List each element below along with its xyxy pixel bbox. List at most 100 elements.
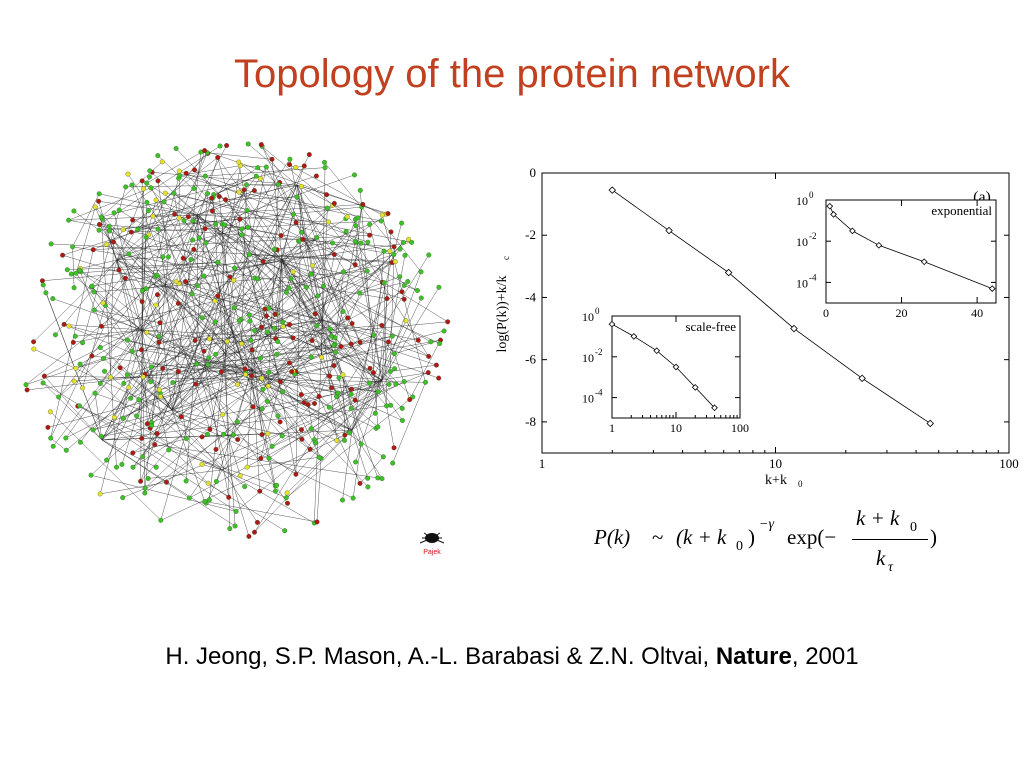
network-edge xyxy=(157,180,169,257)
network-node xyxy=(213,446,219,452)
network-node xyxy=(338,344,344,350)
network-node xyxy=(130,217,136,223)
network-node xyxy=(401,282,407,288)
formula-fraction-bar xyxy=(852,539,928,540)
network-edge xyxy=(369,224,388,299)
network-edge xyxy=(90,474,237,512)
network-node xyxy=(249,347,255,353)
network-node xyxy=(202,498,208,504)
network-edge xyxy=(171,372,269,411)
network-node xyxy=(266,455,272,461)
network-edge xyxy=(351,341,389,431)
network-node xyxy=(192,167,197,173)
network-node xyxy=(352,262,358,268)
network-node xyxy=(330,240,335,246)
formula-denominator: k xyxy=(876,546,886,570)
network-edge xyxy=(92,242,362,287)
network-edge xyxy=(141,349,253,371)
network-node xyxy=(259,406,265,412)
network-node xyxy=(239,226,245,232)
network-edge xyxy=(146,150,205,184)
data-point xyxy=(830,211,837,218)
network-node xyxy=(150,213,156,219)
network-node xyxy=(156,333,162,339)
network-edge xyxy=(141,228,206,331)
network-node xyxy=(306,152,312,158)
network-edge xyxy=(171,409,238,440)
network-node xyxy=(153,302,159,308)
network-edge xyxy=(217,157,403,421)
network-node xyxy=(322,165,328,171)
network-edge xyxy=(244,189,328,209)
network-node xyxy=(143,286,149,292)
network-node xyxy=(264,329,270,335)
network-edge xyxy=(201,464,223,471)
network-node xyxy=(340,497,345,503)
network-edge xyxy=(158,319,323,343)
pajek-label: Pajek xyxy=(423,549,441,556)
network-node xyxy=(280,324,286,330)
network-edge xyxy=(160,393,182,417)
network-node xyxy=(164,479,169,485)
network-node xyxy=(280,389,286,395)
network-node xyxy=(357,187,363,193)
network-node xyxy=(392,366,398,372)
network-edge xyxy=(82,259,118,389)
network-node xyxy=(63,435,69,441)
network-edge xyxy=(132,369,253,454)
network-edge xyxy=(359,456,384,484)
network-node xyxy=(397,274,403,280)
network-node xyxy=(252,328,258,334)
network-node xyxy=(246,252,252,258)
network-node xyxy=(155,226,161,232)
network-node xyxy=(348,391,354,397)
network-node xyxy=(275,339,281,345)
network-node xyxy=(437,341,443,347)
network-edge xyxy=(241,228,262,328)
network-node xyxy=(357,339,363,345)
network-node xyxy=(212,298,218,304)
network-edge xyxy=(93,249,275,431)
network-node xyxy=(401,379,407,384)
network-edge xyxy=(116,256,169,261)
network-node xyxy=(388,229,394,235)
network-node xyxy=(139,435,145,441)
network-node xyxy=(445,319,451,325)
network-edge xyxy=(234,242,412,269)
network-edge xyxy=(50,411,161,521)
network-edge xyxy=(42,382,285,531)
network-edge xyxy=(122,387,129,419)
network-node xyxy=(387,368,393,374)
network-node xyxy=(120,495,126,501)
network-edge xyxy=(222,223,394,255)
network-node xyxy=(216,194,222,199)
network-node xyxy=(335,390,341,396)
network-node xyxy=(358,240,364,246)
data-point xyxy=(672,363,680,371)
network-edge xyxy=(141,237,147,331)
network-edge xyxy=(296,184,316,314)
y-tick-label-exponent: -2 xyxy=(809,231,817,241)
network-node xyxy=(202,226,208,232)
network-node xyxy=(244,182,249,188)
network-node xyxy=(70,339,76,345)
network-edge xyxy=(27,356,312,391)
network-edge xyxy=(390,246,395,372)
network-node xyxy=(314,235,320,240)
network-node xyxy=(138,478,144,484)
network-node xyxy=(231,277,237,283)
network-node xyxy=(381,280,387,286)
network-edge xyxy=(268,379,383,459)
network-edge xyxy=(150,187,303,440)
network-edge xyxy=(25,358,104,385)
network-edge xyxy=(286,429,353,494)
data-point xyxy=(790,324,798,333)
network-node xyxy=(348,341,354,347)
network-node xyxy=(147,174,152,180)
network-edge xyxy=(58,358,104,398)
network-node xyxy=(227,526,233,532)
network-node xyxy=(130,464,136,470)
network-node xyxy=(90,427,96,433)
network-node xyxy=(320,283,326,289)
network-node xyxy=(144,180,150,186)
